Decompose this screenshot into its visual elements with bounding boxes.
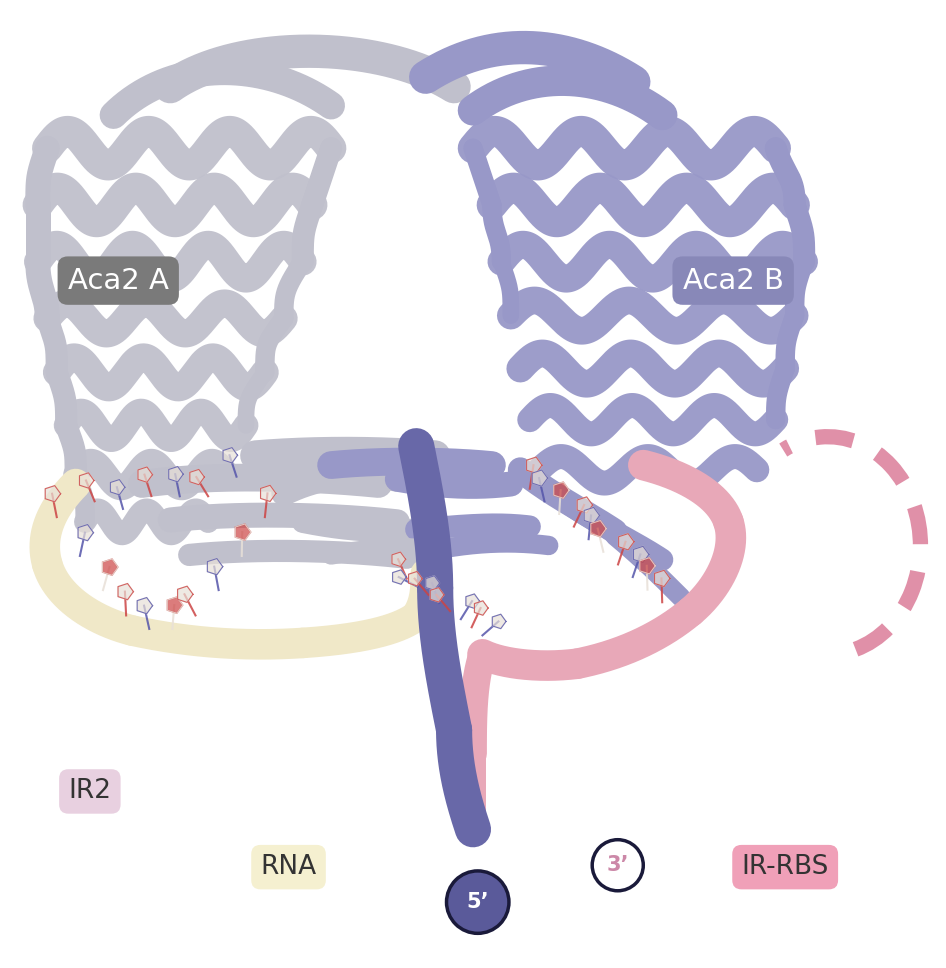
Polygon shape: [475, 601, 488, 616]
Polygon shape: [591, 521, 606, 536]
Polygon shape: [619, 533, 634, 550]
Polygon shape: [45, 486, 61, 501]
Polygon shape: [392, 552, 406, 566]
Polygon shape: [167, 597, 183, 614]
Circle shape: [447, 871, 509, 933]
Polygon shape: [527, 457, 542, 473]
Polygon shape: [118, 584, 133, 600]
Polygon shape: [111, 479, 125, 495]
Polygon shape: [223, 447, 237, 463]
Polygon shape: [585, 507, 600, 524]
Polygon shape: [577, 497, 592, 513]
Polygon shape: [137, 597, 152, 614]
Polygon shape: [492, 615, 506, 628]
Polygon shape: [553, 482, 569, 499]
Text: RNA: RNA: [260, 854, 317, 880]
Text: 5’: 5’: [466, 892, 489, 912]
Polygon shape: [79, 472, 94, 488]
Polygon shape: [393, 570, 406, 585]
Text: IR-RBS: IR-RBS: [742, 854, 829, 880]
Polygon shape: [465, 594, 480, 608]
Polygon shape: [426, 576, 440, 590]
Polygon shape: [655, 570, 670, 587]
Text: Aca2 B: Aca2 B: [683, 266, 783, 294]
Polygon shape: [207, 559, 222, 575]
Polygon shape: [634, 546, 649, 562]
Polygon shape: [190, 469, 204, 485]
Polygon shape: [178, 587, 193, 602]
Polygon shape: [236, 524, 251, 540]
Text: IR2: IR2: [68, 778, 112, 804]
Polygon shape: [79, 525, 94, 541]
Polygon shape: [138, 467, 152, 482]
Polygon shape: [102, 560, 118, 575]
Circle shape: [592, 839, 643, 891]
Text: Aca2 A: Aca2 A: [68, 266, 168, 294]
Polygon shape: [533, 470, 548, 486]
Polygon shape: [409, 571, 422, 586]
Polygon shape: [260, 485, 276, 501]
Polygon shape: [639, 558, 656, 574]
Polygon shape: [430, 588, 444, 602]
Text: 3’: 3’: [606, 856, 629, 875]
Polygon shape: [168, 467, 184, 482]
